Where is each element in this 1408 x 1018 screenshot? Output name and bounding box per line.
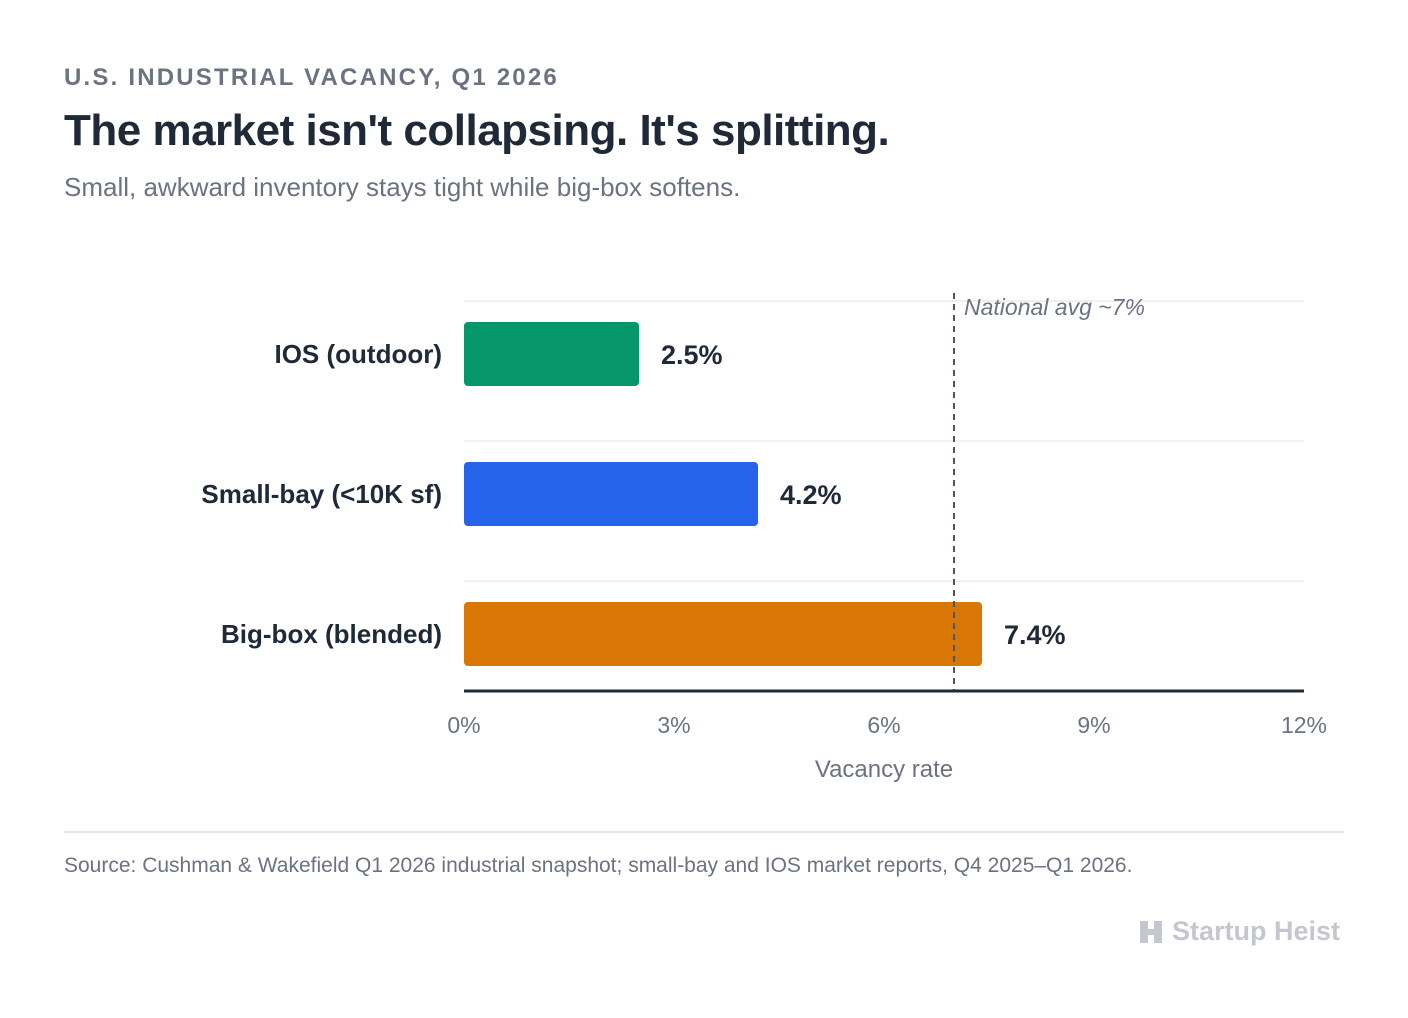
chart-title: The market isn't collapsing. It's splitt… <box>64 106 890 155</box>
x-axis-label: Vacancy rate <box>815 756 953 783</box>
bar-chart: IOS (outdoor) 2.5% Small-bay (<10K sf) 4.2%… <box>201 293 1327 783</box>
footer-divider <box>64 831 1344 833</box>
bar <box>464 602 982 666</box>
data-label: 4.2% <box>780 480 842 510</box>
category-label: IOS (outdoor) <box>274 339 442 369</box>
reference-label: National avg ~7% <box>964 294 1145 320</box>
category-label: Small-bay (<10K sf) <box>201 479 442 509</box>
x-tick-label: 12% <box>1281 712 1327 738</box>
category-label: Big-box (blended) <box>221 619 442 649</box>
brand-name: Startup Heist <box>1171 916 1340 946</box>
x-tick-label: 9% <box>1077 712 1110 738</box>
building-icon <box>1139 920 1162 943</box>
chart-subtitle: Small, awkward inventory stays tight whi… <box>64 172 741 202</box>
bar <box>464 462 758 526</box>
x-tick-label: 3% <box>657 712 690 738</box>
data-label: 7.4% <box>1004 620 1066 650</box>
x-tick-label: 0% <box>447 712 480 738</box>
x-tick-label: 6% <box>867 712 900 738</box>
data-label: 2.5% <box>661 340 723 370</box>
chart-eyebrow: U.S. INDUSTRIAL VACANCY, Q1 2026 <box>64 64 559 91</box>
source-note: Source: Cushman & Wakefield Q1 2026 indu… <box>64 854 1133 877</box>
bar <box>464 322 639 386</box>
brand-logo: Startup Heist <box>1138 916 1340 947</box>
